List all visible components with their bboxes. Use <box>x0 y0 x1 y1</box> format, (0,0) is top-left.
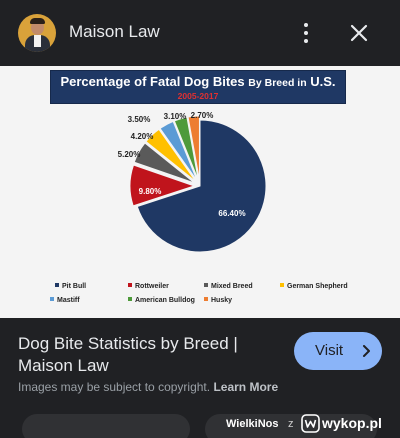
pie-slice-husky <box>187 115 200 181</box>
pie-slice-mixed-breed <box>133 142 196 184</box>
legend-swatch <box>50 297 54 301</box>
data-label-rottweiler: 9.80% <box>139 187 162 196</box>
related-result-pill[interactable] <box>22 414 190 438</box>
site-name[interactable]: Maison Law <box>69 22 160 41</box>
pie-chart: 66.40% 9.80% 5.20% 4.20% 3.50% 3.10% 2.70% <box>118 111 267 253</box>
legend-label: Rottweiler <box>135 283 169 290</box>
wykop-logo-icon <box>301 414 320 433</box>
data-label-mixed-breed: 5.20% <box>118 150 141 159</box>
chart-subtitle: 2005-2017 <box>177 91 219 101</box>
legend-item-american-bulldog: American Bulldog <box>128 297 195 304</box>
chart-title-end: U.S. <box>310 74 336 89</box>
top-bar: Maison Law <box>0 0 400 66</box>
data-label-pit-bull: 66.40% <box>218 209 245 218</box>
result-info: Dog Bite Statistics by Breed | Maison La… <box>0 318 400 438</box>
pie-slice-mastiff <box>159 120 198 182</box>
more-vert-icon[interactable] <box>298 20 314 46</box>
related-result-pill[interactable] <box>205 414 377 438</box>
legend-label: German Shepherd <box>287 283 348 290</box>
legend-label: Mixed Breed <box>211 283 253 290</box>
visit-label: Visit <box>315 342 344 359</box>
avatar-shirt <box>34 35 41 47</box>
chevron-right-icon <box>363 345 370 357</box>
pie-slice-rottweiler <box>129 164 196 207</box>
legend-item-rottweiler: Rottweiler <box>128 283 169 290</box>
close-icon[interactable] <box>346 20 372 46</box>
legend-item-husky: Husky <box>204 297 232 304</box>
pie-slice-pit-bull <box>136 119 267 253</box>
site-avatar[interactable] <box>18 14 56 52</box>
copyright-text: Images may be subject to copyright. <box>18 380 211 394</box>
legend-swatch <box>204 283 208 287</box>
visit-button[interactable]: Visit <box>294 332 382 370</box>
legend-item-german-shepherd: German Shepherd <box>280 283 348 290</box>
watermark-user: WielkiNos <box>226 418 279 430</box>
data-label-mastiff: 3.50% <box>128 115 151 124</box>
chart-title: Percentage of Fatal Dog Bites By Breed i… <box>51 74 345 89</box>
copyright-notice: Images may be subject to copyright. Lear… <box>18 380 278 394</box>
chart-title-main: Percentage of Fatal Dog Bites <box>60 74 245 89</box>
legend-item-mixed-breed: Mixed Breed <box>204 283 253 290</box>
legend-label: American Bulldog <box>135 297 195 304</box>
legend-swatch <box>280 283 284 287</box>
result-title[interactable]: Dog Bite Statistics by Breed | Maison La… <box>18 334 238 375</box>
legend-item-mastiff: Mastiff <box>50 297 80 304</box>
chart-title-box: Percentage of Fatal Dog Bites By Breed i… <box>50 70 346 104</box>
legend-label: Pit Bull <box>62 283 87 290</box>
legend-item-pit-bull: Pit Bull <box>55 283 86 290</box>
watermark-site: wykop.pl <box>322 415 382 431</box>
pie-slice-american-bulldog <box>173 116 199 181</box>
avatar-hair <box>30 18 45 24</box>
data-label-husky: 2.70% <box>191 111 214 120</box>
legend-swatch <box>55 283 59 287</box>
chart-title-small: By Breed in <box>248 77 307 89</box>
learn-more-link[interactable]: Learn More <box>213 380 279 394</box>
legend-swatch <box>128 297 132 301</box>
data-label-german-shepherd: 4.20% <box>131 132 154 141</box>
legend-swatch <box>128 283 132 287</box>
data-label-american-bulldog: 3.10% <box>164 112 187 121</box>
legend-swatch <box>204 297 208 301</box>
watermark-separator: z <box>288 418 294 430</box>
image-preview[interactable]: Percentage of Fatal Dog Bites By Breed i… <box>0 66 400 366</box>
legend-label: Mastiff <box>57 297 80 304</box>
legend-label: Husky <box>211 297 233 304</box>
pie-slice-german-shepherd <box>145 128 197 183</box>
